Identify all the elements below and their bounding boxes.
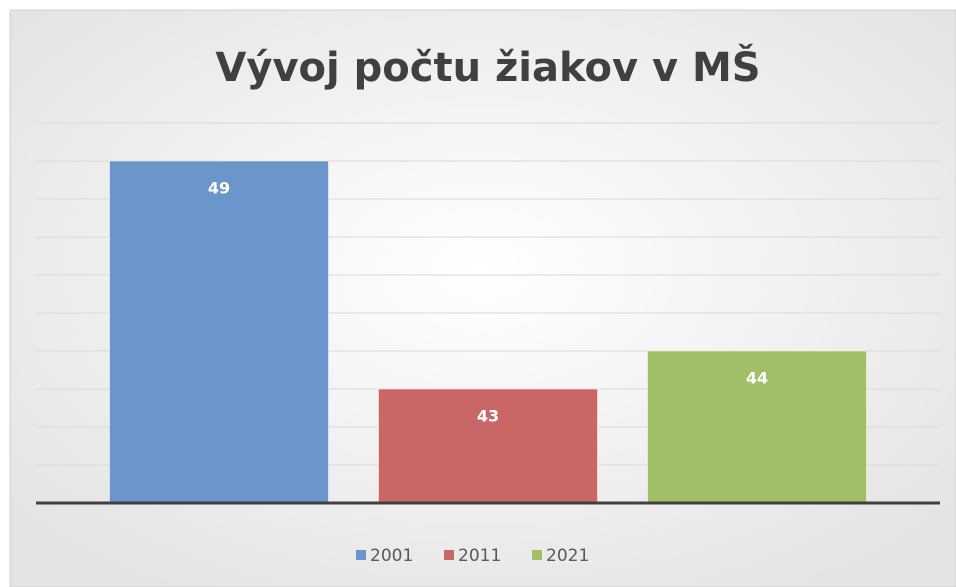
chart-title: Vývoj počtu žiakov v MŠ: [215, 43, 760, 91]
legend-swatch: [356, 550, 366, 560]
legend-label: 2011: [458, 546, 501, 566]
bar: [378, 388, 598, 504]
data-label: 43: [477, 407, 499, 426]
bar: [109, 160, 329, 504]
legend-swatch: [532, 550, 542, 560]
bar: [647, 350, 867, 504]
legend-label: 2001: [370, 546, 413, 566]
data-label: 44: [746, 369, 768, 388]
legend-label: 2021: [546, 546, 589, 566]
legend: 2001 2011 2021: [356, 546, 589, 566]
legend-swatch: [444, 550, 454, 560]
data-label: 49: [208, 179, 230, 198]
bars: 49 43 44: [36, 160, 940, 505]
